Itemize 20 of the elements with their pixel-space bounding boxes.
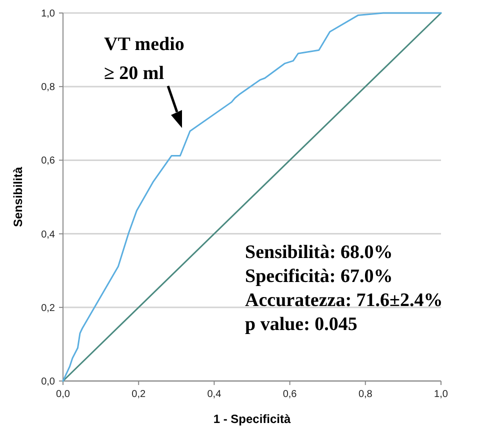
annotation: p value: 0.045 <box>245 314 358 335</box>
line-series <box>62 12 442 382</box>
x-tick-label: 0,0 <box>56 389 70 400</box>
y-tick-label: 0,4 <box>41 229 56 240</box>
y-tick-label: 0,0 <box>41 376 56 388</box>
y-tick-label: 1,0 <box>41 8 56 20</box>
x-tick-label: 0,4 <box>207 389 222 400</box>
annotation: Specificità: 67.0% <box>245 266 393 287</box>
y-tick-label: 0,2 <box>41 302 56 314</box>
y-axis-title: Sensibilità <box>11 166 25 228</box>
y-tick-label: 0,8 <box>41 82 56 94</box>
y-tick-label: 0,6 <box>41 156 56 167</box>
x-tick-label: 0,2 <box>132 389 146 400</box>
x-tick-label: 0,8 <box>358 389 373 400</box>
annotation: VT medio ≥ 20 ml <box>104 34 184 84</box>
x-axis-title: 1 - Specificità <box>213 412 291 426</box>
annotation: Sensibilità: 68.0% <box>245 242 393 263</box>
x-tick-label: 1,0 <box>434 389 448 400</box>
x-tick-label: 0,6 <box>282 389 298 400</box>
annotation: Accuratezza: 71.6±2.4% <box>245 290 443 311</box>
